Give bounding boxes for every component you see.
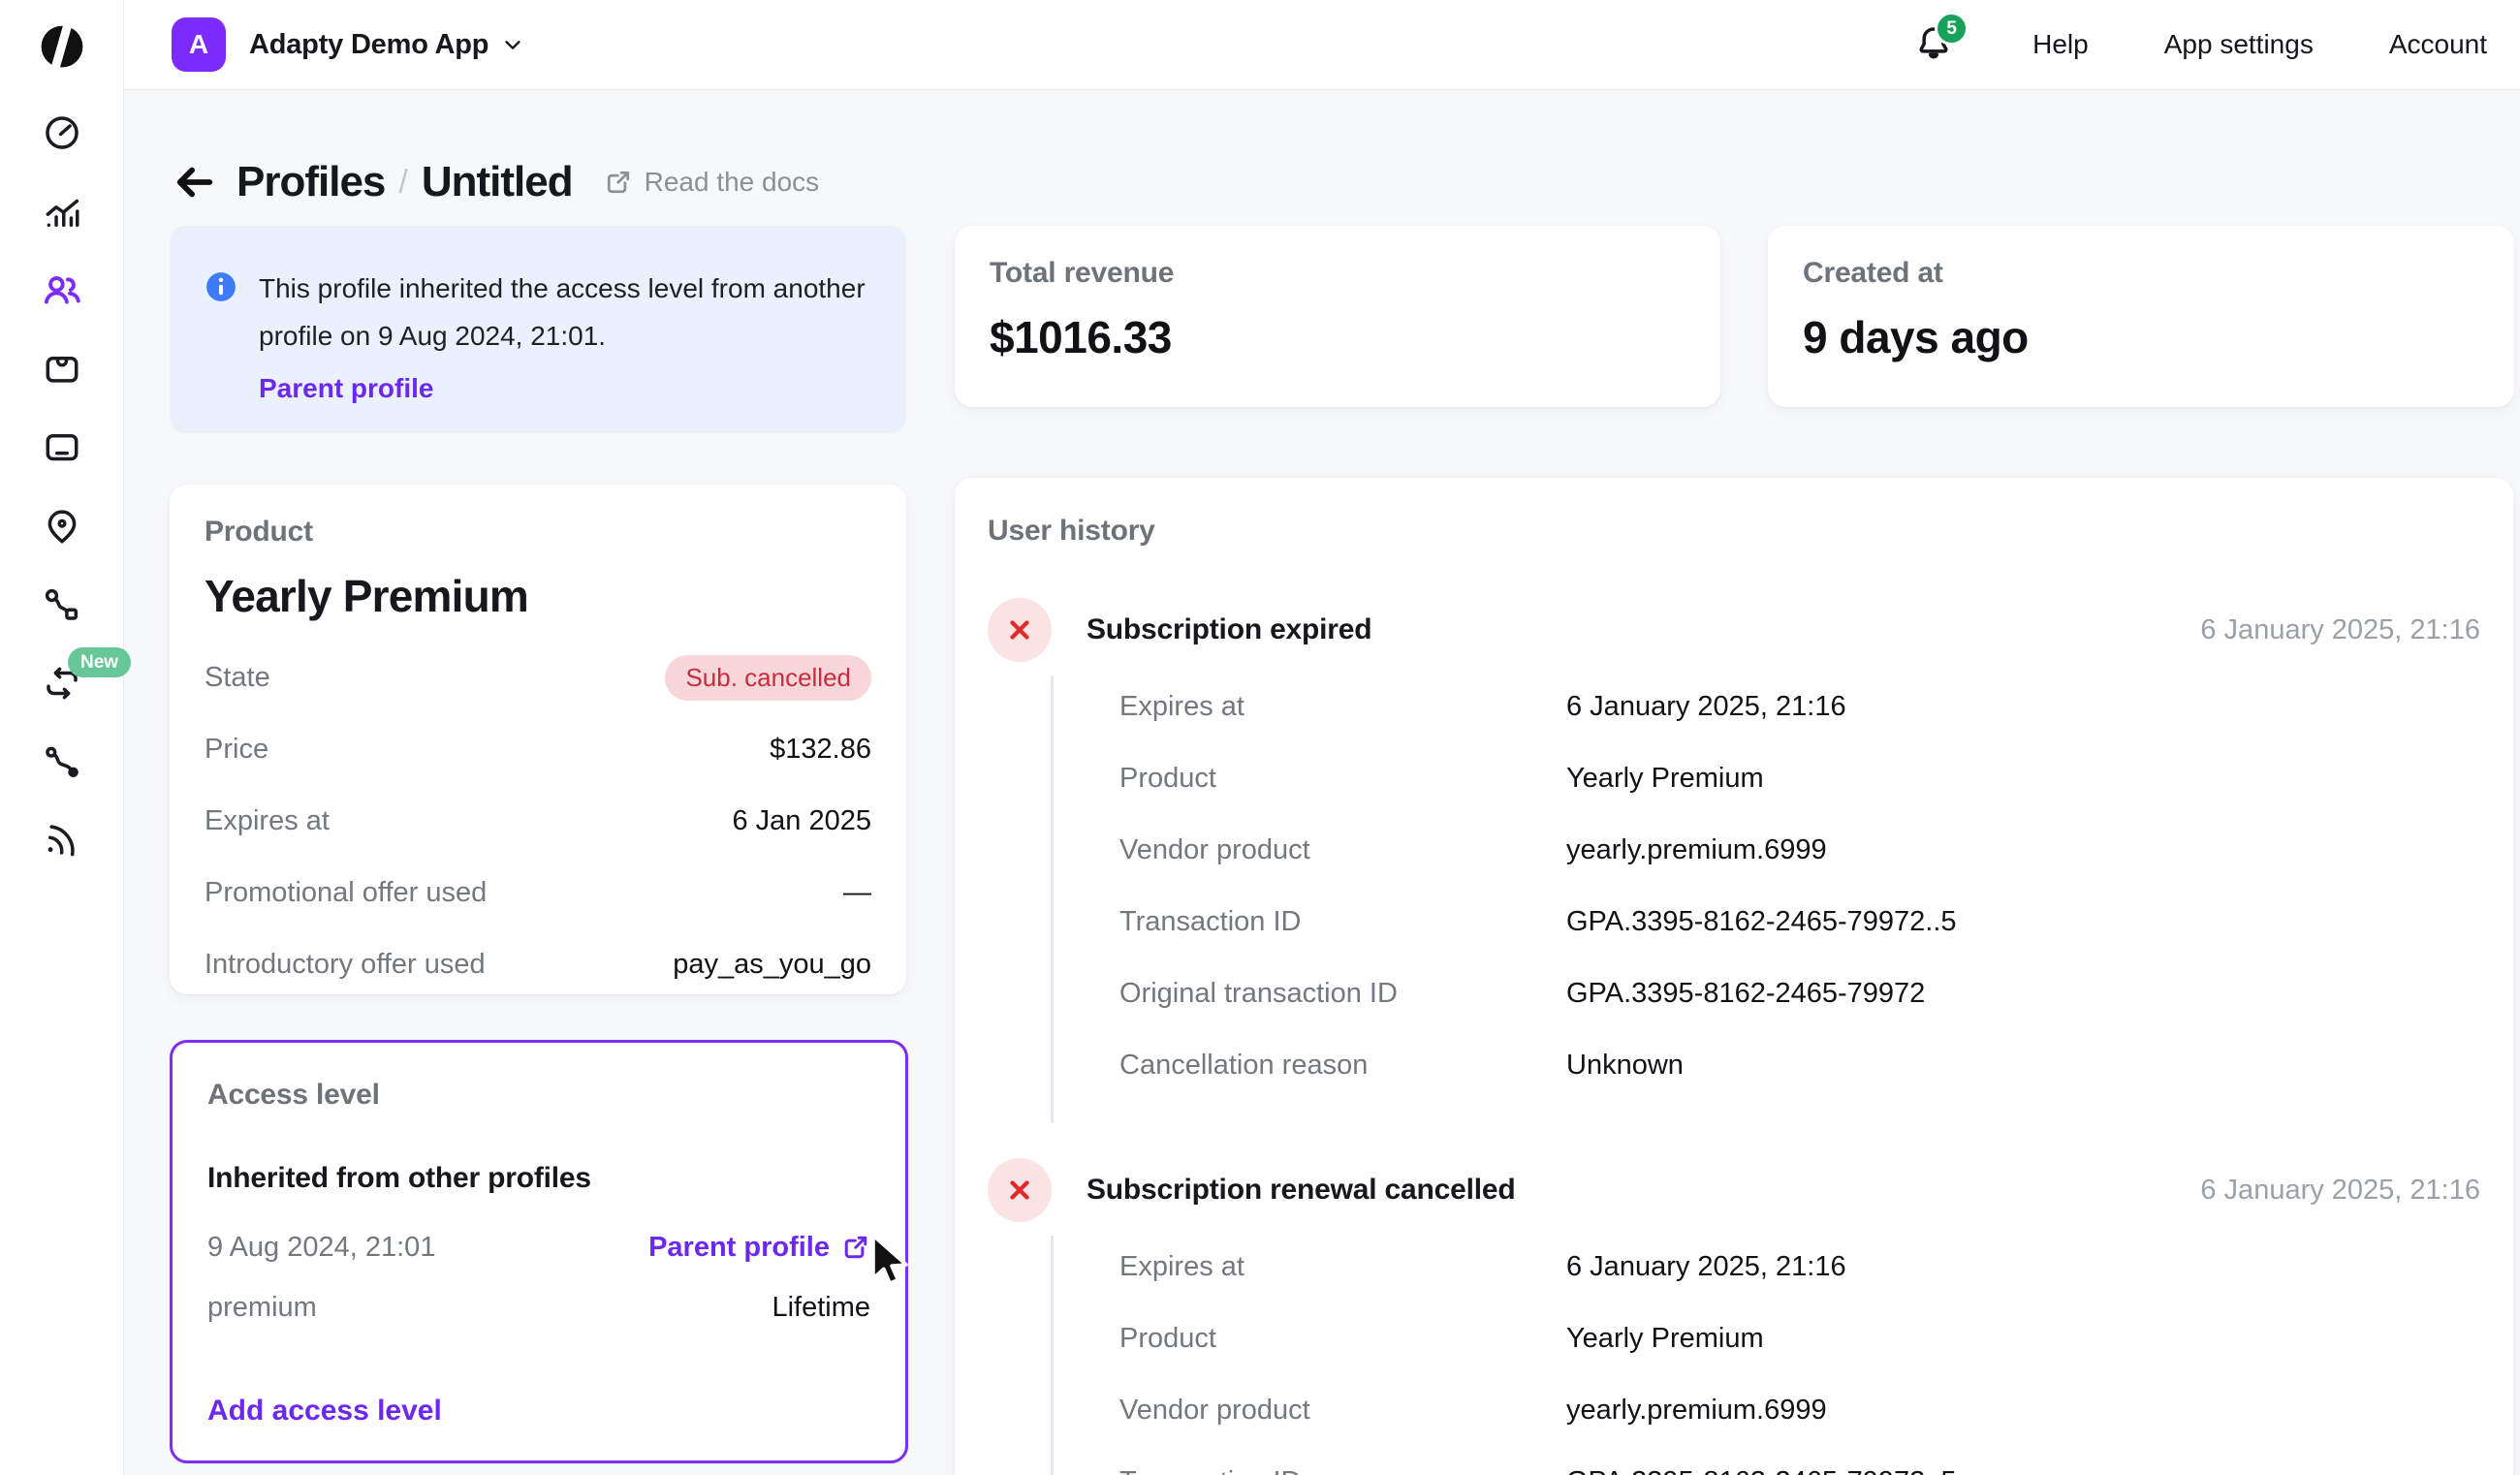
access-date-row: 9 Aug 2024, 21:01 Parent profile [207,1230,870,1265]
access-level-label: Access level [207,1079,380,1111]
error-x-icon [988,1158,1052,1222]
back-arrow-icon[interactable] [173,160,217,204]
product-card-label: Product [205,516,313,548]
product-row-promo-offer: Promotional offer used — [205,876,871,908]
created-at-value: 9 days ago [1803,312,2029,362]
chevron-down-icon[interactable] [502,34,523,55]
read-the-docs-link[interactable]: Read the docs [604,167,819,198]
total-revenue-label: Total revenue [990,257,1175,289]
help-link[interactable]: Help [2032,29,2089,59]
notifications-button[interactable]: 5 [1914,12,1969,68]
products-icon[interactable] [42,349,82,390]
profiles-icon[interactable] [42,270,82,311]
info-icon [205,270,237,303]
product-row-expires: Expires at 6 Jan 2025 [205,804,871,836]
app-avatar[interactable]: A [172,17,226,72]
event-date: 6 January 2025, 21:16 [2200,1174,2480,1206]
event-title: Subscription expired [1087,613,1372,645]
banner-text: This profile inherited the access level … [259,273,866,351]
external-link-icon [607,171,629,194]
ab-tests-icon[interactable] [42,584,82,625]
parent-profile-link[interactable]: Parent profile [648,1232,870,1264]
access-level-card: Access level Inherited from other profil… [170,1040,908,1463]
product-row-price: Price $132.86 [205,733,871,765]
inherited-access-banner: This profile inherited the access level … [170,226,906,433]
app-switcher[interactable]: Adapty Demo App [249,28,489,60]
paywalls-icon[interactable] [42,427,82,468]
breadcrumb-separator: / [398,163,408,201]
integrations-icon[interactable] [42,741,82,782]
breadcrumb: Profiles / Untitled Read the docs [173,155,819,209]
event-feed-icon[interactable] [42,820,82,861]
page-title: Untitled [421,158,574,205]
placements-icon[interactable] [42,506,82,547]
created-at-card: Created at 9 days ago [1768,226,2514,407]
total-revenue-card: Total revenue $1016.33 [955,226,1720,407]
status-badge: Sub. cancelled [665,654,871,701]
main-content: Profiles / Untitled Read the docs This p… [124,90,2520,1475]
event-details: Expires at 6 January 2025, 21:16 Product Y… [1051,1236,2480,1475]
add-access-level-button[interactable]: Add access level [207,1395,442,1427]
product-row-intro-offer: Introductory offer used pay_as_you_go [205,948,871,980]
product-row-state: State Sub. cancelled [205,654,871,701]
account-link[interactable]: Account [2388,29,2487,59]
access-level-title: Inherited from other profiles [207,1162,591,1194]
error-x-icon [988,598,1052,662]
sidebar: New [0,0,132,1475]
event-date: 6 January 2025, 21:16 [2200,613,2480,645]
app-settings-link[interactable]: App settings [2163,29,2314,59]
dashboard-icon[interactable] [42,112,82,153]
user-history-card: User history Subscription expired 6 Janu… [955,478,2513,1475]
access-level-row: premium Lifetime [207,1291,870,1323]
notification-count-badge: 5 [1935,12,1969,46]
event-title: Subscription renewal cancelled [1087,1174,1516,1206]
created-at-label: Created at [1803,257,1943,289]
event-details: Expires at 6 January 2025, 21:16 Product Y… [1051,675,2480,1123]
banner-parent-profile-link[interactable]: Parent profile [259,373,434,403]
history-event: Subscription expired 6 January 2025, 21:… [988,598,2480,1123]
breadcrumb-profiles-link[interactable]: Profiles [236,158,386,205]
history-event: Subscription renewal cancelled 6 January… [988,1158,2480,1475]
new-badge: New [68,647,132,677]
external-link-icon [844,1236,867,1259]
analytics-icon[interactable] [42,192,82,233]
product-card: Product Yearly Premium State Sub. cancel… [170,485,906,994]
user-history-label: User history [988,515,1155,547]
product-name: Yearly Premium [205,571,529,621]
adapty-logo-icon[interactable] [36,16,88,79]
total-revenue-value: $1016.33 [990,312,1172,362]
topbar: A Adapty Demo App 5 Help App settings Ac… [124,0,2520,90]
